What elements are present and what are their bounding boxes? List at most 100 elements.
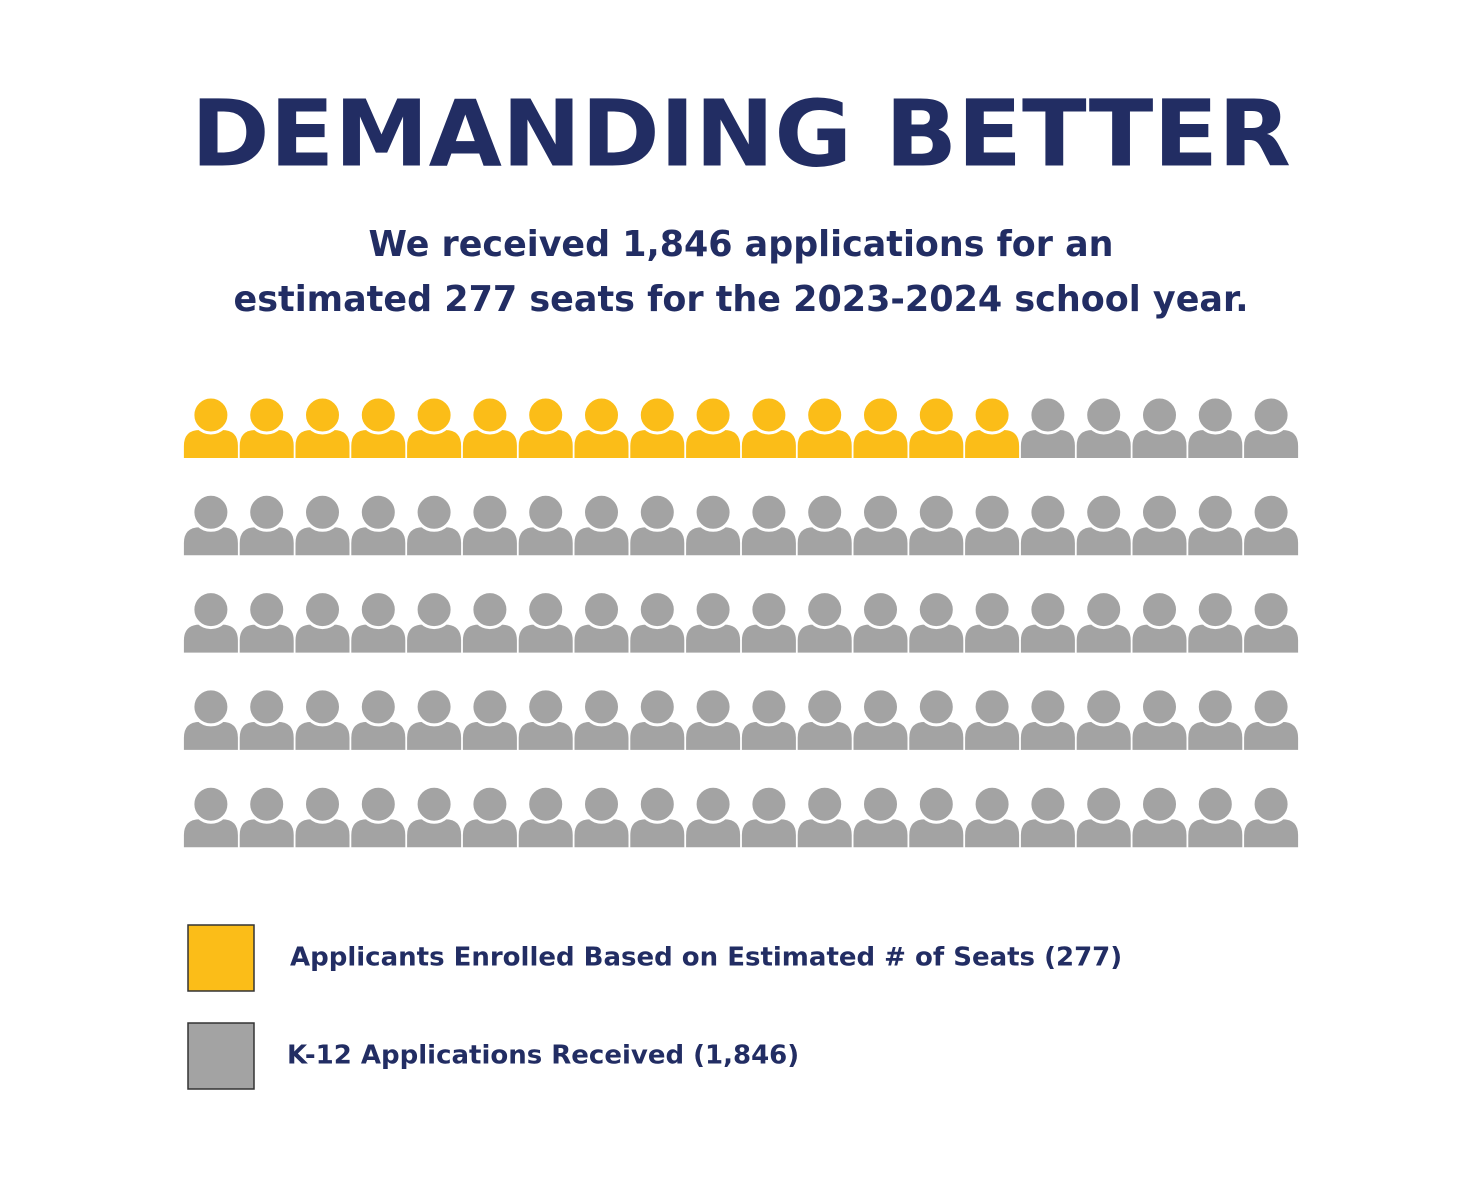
icon-head — [358, 784, 398, 824]
icon-head — [247, 492, 287, 532]
icon-body — [518, 624, 573, 653]
icon-body — [462, 624, 517, 653]
person-icon — [741, 492, 796, 556]
person-icon — [1020, 687, 1075, 750]
icon-body — [574, 430, 629, 458]
person-icon — [965, 687, 1020, 750]
icon-body — [909, 527, 964, 556]
icon-head — [247, 687, 287, 727]
person-icon — [630, 492, 685, 556]
person-icon — [295, 590, 350, 653]
icon-body — [630, 819, 685, 848]
icon-body — [183, 430, 238, 458]
icon-head — [972, 784, 1012, 824]
person-icon — [1020, 590, 1075, 653]
person-icon — [965, 590, 1020, 653]
icon-body — [686, 624, 741, 653]
icon-head — [693, 784, 733, 824]
icon-head — [972, 395, 1012, 435]
icon-head — [693, 492, 733, 532]
icon-head — [861, 590, 900, 630]
icon-head — [916, 784, 956, 824]
icon-body — [1020, 527, 1075, 556]
icon-head — [1195, 784, 1235, 824]
icon-head — [749, 492, 789, 532]
person-icon — [1020, 492, 1075, 556]
person-icon — [630, 395, 685, 458]
icon-head — [414, 492, 454, 532]
icon-body — [909, 430, 964, 458]
icon-head — [1251, 590, 1291, 630]
icon-body — [741, 819, 796, 848]
person-icon — [407, 395, 462, 458]
icon-head — [972, 590, 1012, 630]
icon-body — [518, 721, 573, 750]
person-icon — [686, 492, 741, 556]
icon-body — [741, 430, 796, 458]
person-icon — [741, 784, 796, 848]
icon-body — [1076, 430, 1131, 458]
icon-head — [470, 492, 510, 532]
person-icon — [686, 687, 741, 750]
person-icon — [1244, 492, 1299, 556]
person-icon — [1244, 395, 1299, 458]
icon-body — [407, 527, 462, 556]
icon-head — [972, 687, 1012, 727]
person-icon — [574, 687, 629, 750]
icon-body — [1076, 819, 1131, 848]
person-icon — [183, 784, 238, 848]
icon-head — [805, 687, 845, 727]
person-icon — [351, 590, 406, 653]
person-icon — [1076, 590, 1131, 653]
icon-head — [1140, 590, 1179, 630]
icon-body — [686, 819, 741, 848]
person-icon — [1132, 590, 1187, 653]
icon-head — [247, 395, 287, 435]
icon-body — [797, 430, 852, 458]
person-icon — [1020, 784, 1075, 848]
person-icon — [1132, 687, 1187, 750]
person-icon — [686, 784, 741, 848]
icon-head — [1084, 395, 1124, 435]
icon-body — [239, 819, 294, 848]
icon-head — [916, 590, 956, 630]
icon-body — [853, 819, 908, 848]
icon-body — [407, 430, 462, 458]
icon-body — [686, 721, 741, 750]
person-icon — [797, 590, 852, 653]
icon-head — [191, 492, 231, 532]
icon-head — [1251, 784, 1291, 824]
icon-head — [414, 784, 454, 824]
icon-body — [462, 527, 517, 556]
icon-body — [1132, 819, 1187, 848]
icon-head — [526, 687, 566, 727]
icon-body — [965, 430, 1020, 458]
icon-body — [630, 721, 685, 750]
person-icon — [239, 492, 294, 556]
person-icon — [1188, 492, 1243, 556]
icon-head — [805, 492, 845, 532]
person-icon — [1132, 395, 1187, 458]
icon-head — [470, 395, 510, 435]
icon-head — [191, 395, 231, 435]
person-icon — [239, 784, 294, 848]
icon-body — [462, 430, 517, 458]
icon-head — [414, 687, 454, 727]
icon-head — [1195, 687, 1235, 727]
icon-head — [749, 687, 789, 727]
person-icon — [1132, 492, 1187, 556]
icon-body — [686, 527, 741, 556]
person-icon — [965, 492, 1020, 556]
icon-body — [741, 527, 796, 556]
person-icon — [909, 687, 964, 750]
icon-body — [295, 527, 350, 556]
person-icon — [853, 687, 908, 750]
icon-head — [358, 590, 398, 630]
person-icon — [183, 687, 238, 750]
person-icon — [462, 784, 517, 848]
person-icon — [965, 395, 1020, 458]
icon-head — [303, 395, 342, 435]
icon-body — [295, 624, 350, 653]
person-icon — [462, 687, 517, 750]
icon-head — [1251, 395, 1291, 435]
